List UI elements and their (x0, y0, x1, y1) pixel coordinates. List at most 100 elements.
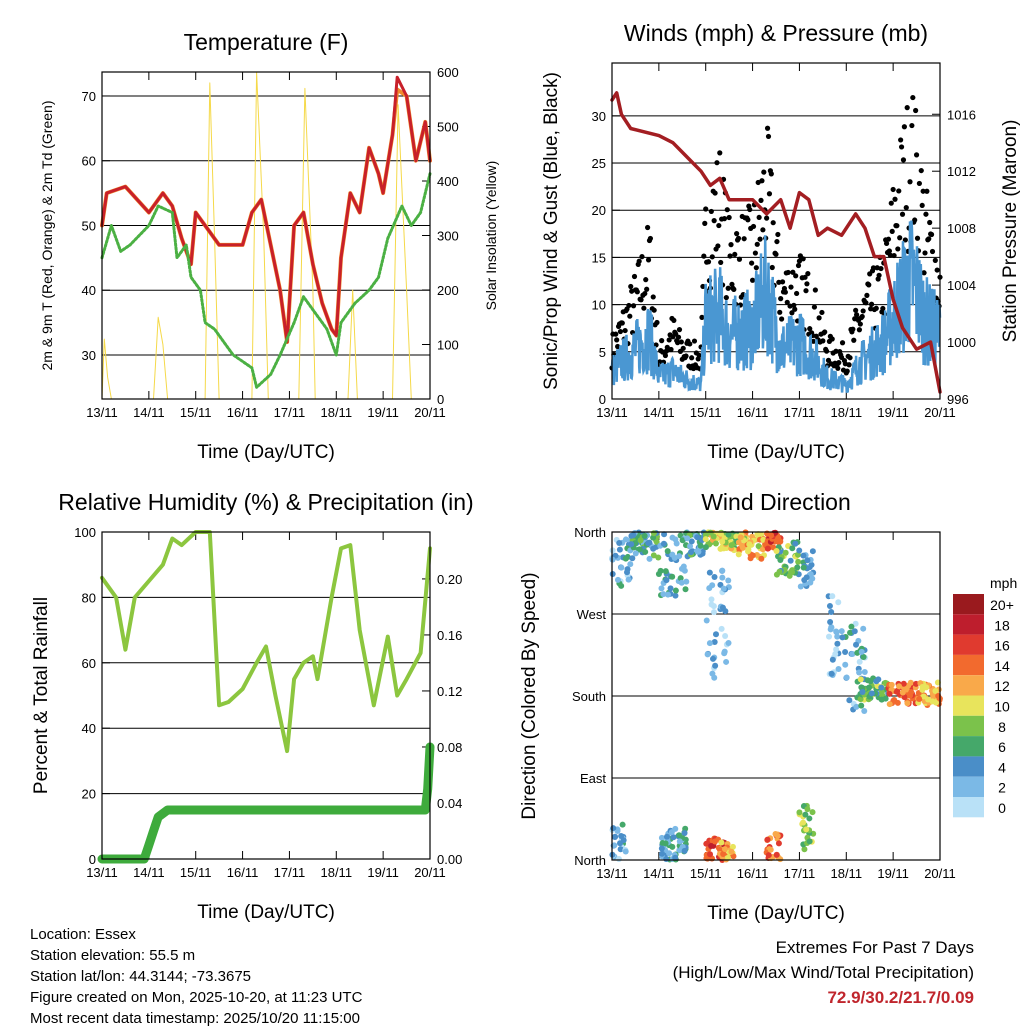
legend-swatch (953, 675, 984, 696)
y-tick-label: 30 (82, 348, 96, 363)
direction-point (835, 665, 842, 672)
gust-point (750, 223, 757, 230)
direction-point (846, 697, 853, 704)
direction-point (663, 833, 670, 840)
series-2m-td (100, 172, 432, 389)
direction-point (739, 542, 746, 549)
direction-point (661, 531, 668, 538)
y2-tick-label: 0 (437, 392, 444, 407)
direction-point (687, 543, 694, 550)
gust-point (900, 157, 907, 163)
x-tick-label: 20/11 (414, 865, 446, 880)
direction-point (706, 585, 713, 592)
y-tick-label: 40 (82, 283, 96, 298)
y2-tick-label: 300 (437, 229, 459, 244)
gust-point (749, 260, 755, 266)
direction-point (641, 532, 648, 539)
direction-point (669, 573, 676, 580)
gust-point (779, 279, 786, 285)
direction-point (650, 530, 657, 537)
extremes-title: Extremes For Past 7 Days (775, 938, 974, 957)
direction-point (668, 829, 675, 836)
direction-point (664, 548, 671, 555)
plot-frame (101, 531, 431, 860)
x-tick-label: 19/11 (877, 405, 909, 420)
direction-point (768, 532, 775, 539)
direction-point (934, 679, 941, 686)
direction-point (706, 640, 713, 647)
gust-point (928, 231, 935, 238)
gust-point (800, 256, 806, 262)
x-axis-label: Time (Day/UTC) (197, 442, 335, 463)
direction-point (669, 534, 676, 541)
direction-point (719, 567, 726, 574)
direction-point (688, 538, 695, 545)
direction-point (932, 688, 939, 695)
direction-point (616, 546, 623, 553)
direction-point (746, 541, 753, 548)
x-tick-label: 15/11 (690, 866, 722, 881)
direction-point (682, 586, 689, 593)
direction-point (673, 540, 680, 547)
direction-point (804, 806, 811, 813)
legend-swatch (953, 594, 984, 615)
gust-point (657, 359, 663, 365)
direction-point (920, 693, 927, 700)
gust-point (615, 343, 621, 350)
y-tick-label: 40 (82, 721, 96, 736)
direction-point (688, 549, 695, 556)
y-tick-label: 5 (599, 345, 606, 360)
gust-point (627, 313, 633, 319)
gust-point (864, 292, 870, 298)
x-tick-label: 13/11 (596, 405, 628, 420)
gust-point (820, 338, 826, 344)
gust-point (676, 327, 683, 333)
direction-point (681, 847, 688, 854)
direction-point (646, 555, 653, 562)
direction-point (709, 655, 716, 662)
direction-point (858, 702, 865, 709)
direction-point (664, 591, 671, 598)
gust-point (643, 277, 649, 283)
direction-point (670, 834, 677, 841)
legend-label: 18 (994, 617, 1010, 633)
direction-point (708, 843, 715, 850)
elevation: Station elevation: 55.5 m (30, 947, 196, 964)
direction-point (842, 649, 849, 656)
direction-point (712, 631, 719, 638)
x-tick-label: 18/11 (320, 405, 352, 420)
direction-point (614, 576, 621, 583)
direction-point (878, 696, 885, 703)
direction-point (839, 634, 846, 641)
direction-point (807, 571, 814, 578)
direction-point (725, 854, 732, 861)
gust-point (711, 218, 717, 224)
series-2m-t (100, 75, 432, 344)
legend-label: 10 (994, 699, 1010, 715)
legend-swatch (953, 715, 984, 737)
x-tick-label: 14/11 (133, 405, 165, 420)
direction-point (650, 552, 657, 559)
gust-point (736, 256, 743, 262)
direction-point (618, 564, 625, 571)
legend-title: mph (990, 575, 1017, 591)
direction-point (712, 540, 719, 547)
gust-point (926, 236, 932, 242)
gust-point (641, 305, 647, 311)
direction-point (666, 850, 673, 857)
y-tick-label: 20 (592, 203, 606, 218)
gust-point (921, 270, 927, 276)
panel-winds: Winds (mph) & Pressure (mb) Time (Day/UTC… (541, 20, 1021, 463)
plot-frame (611, 62, 941, 400)
direction-point (624, 569, 631, 576)
direction-point (860, 625, 867, 632)
direction-point (826, 633, 833, 640)
direction-point (896, 683, 903, 690)
direction-point (609, 571, 616, 578)
direction-point (861, 669, 868, 676)
direction-point (678, 579, 685, 586)
gust-point (927, 219, 933, 226)
gust-point (909, 122, 915, 129)
x-tick-label: 16/11 (737, 866, 769, 881)
direction-point (653, 538, 660, 545)
